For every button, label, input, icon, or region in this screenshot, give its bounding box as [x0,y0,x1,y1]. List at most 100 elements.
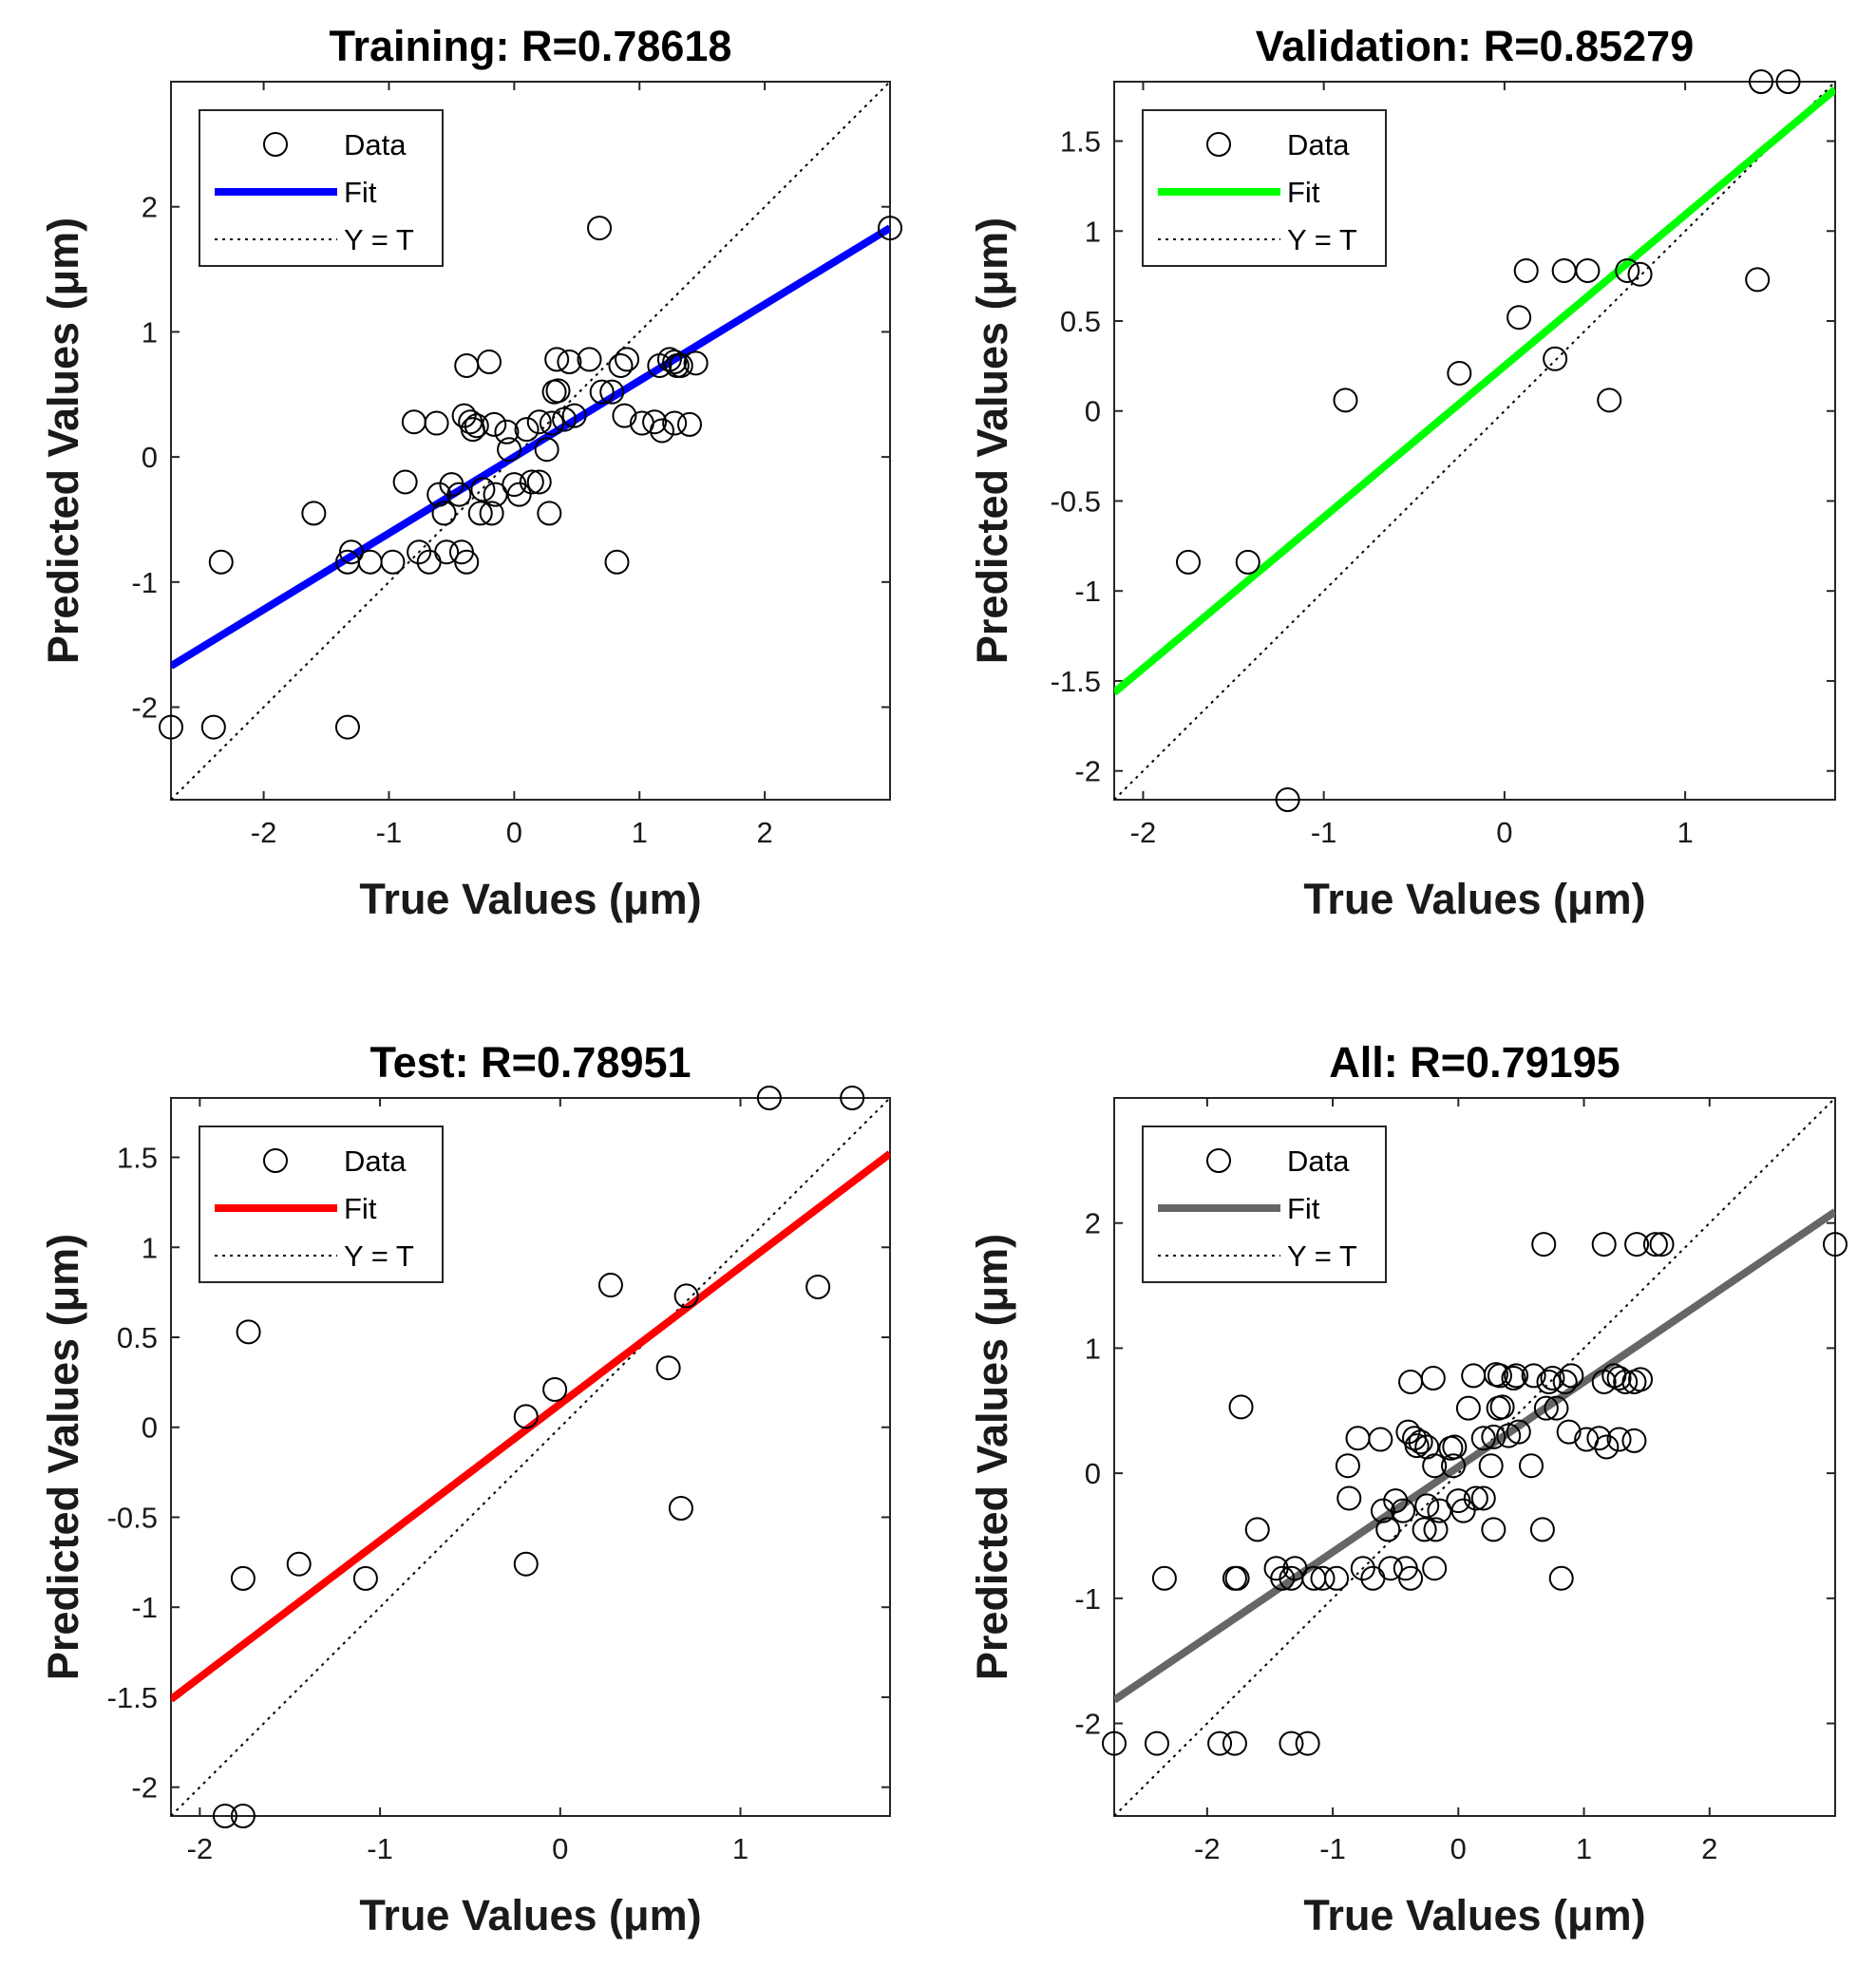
data-point [526,409,552,435]
data-point [544,347,570,372]
data-point [1501,1366,1526,1391]
data-point [467,501,493,526]
x-tick-label: -1 [1319,1832,1346,1865]
x-tick-label: 1 [632,816,648,849]
panel-0: -2 -1 0 1 2 -2 -1 0 1 2 Training: R=0.78618 True Va… [39,22,902,923]
plot-area [1114,1098,1835,1816]
data-point [1427,1498,1452,1523]
panel-3: -2 -1 0 1 2 -2 -1 0 1 2 All: R=0.79195 True Values … [968,1038,1848,1939]
data-point [608,352,634,378]
panel-2: -2 -1 0 1 -2 -1.5 -1 -0.5 0 0.5 1 1.5 Test: R=0.7895… [39,1038,891,1939]
data-point [1295,1731,1320,1756]
y-axis-label: Predicted Values (μm) [39,1234,87,1680]
data-point [482,411,507,437]
data-point [1506,305,1532,331]
x-tick-label: -2 [251,816,277,849]
data-point [1749,69,1774,94]
legend-identity-label: Y = T [344,1239,414,1273]
data-point [1423,1517,1449,1542]
data-point [230,1804,256,1828]
data-point [506,482,532,507]
data-point [1447,360,1472,386]
y-tick-label: 1 [142,315,158,349]
y-tick-label: 0 [1085,1457,1101,1490]
y-tick-label: -1 [1074,575,1101,608]
data-point [236,1319,261,1345]
data-point [1529,1517,1555,1542]
data-point [1775,69,1801,94]
data-point [334,714,360,740]
data-point [483,482,508,507]
y-tick-label: 1 [1085,215,1101,248]
fit-line [171,224,890,670]
y-tick-label: -1.5 [1051,665,1101,698]
data-point [1548,1565,1574,1591]
x-tick-label: -1 [1311,816,1337,849]
chart-title: Training: R=0.78618 [330,22,732,70]
data-point [668,352,693,378]
data-point [1591,1232,1617,1258]
identity-line [1114,82,1835,800]
data-point [454,549,480,575]
data-point [1586,1426,1612,1451]
data-point [1350,1556,1375,1581]
data-point [577,347,602,372]
x-tick-label: 1 [732,1832,749,1865]
y-tick-label: 1 [1085,1332,1101,1365]
data-point [642,409,668,435]
x-axis-label: True Values (μm) [359,1891,701,1939]
data-point [407,539,432,565]
y-axis-label: Predicted Values (μm) [39,218,87,664]
legend: Data Fit Y = T [1142,1125,1387,1283]
data-point [1478,1453,1504,1479]
y-tick-label: -2 [1074,1708,1101,1741]
data-point [1536,1369,1562,1394]
data-point [668,1496,693,1521]
data-point [1102,1731,1127,1756]
data-point [451,403,477,428]
data-point [1244,1517,1270,1542]
legend-data-label: Data [344,128,407,161]
x-tick-label: -2 [187,1832,214,1865]
data-point [683,350,709,376]
data-point [301,501,327,526]
y-tick-label: -0.5 [107,1501,158,1534]
y-tick-label: -1 [131,1591,158,1624]
data-point [230,1565,256,1591]
data-point [1506,1419,1531,1445]
chart-title: Test: R=0.78951 [370,1038,691,1087]
y-tick-label: 1 [142,1231,158,1264]
data-point [597,1273,623,1298]
data-point [552,407,578,432]
data-point [1531,1232,1557,1258]
data-point [612,403,637,428]
data-point [587,216,613,241]
y-tick-label: 0 [142,1411,158,1445]
data-point [1370,1498,1395,1523]
identity-line [171,82,890,800]
data-point [878,216,902,241]
legend: Data Fit Y = T [199,109,444,267]
data-point [479,501,504,526]
data-point [1481,1424,1506,1449]
plot-area [1114,82,1835,800]
x-axis-label: True Values (μm) [359,875,701,923]
data-point [1333,388,1358,413]
data-point [352,1565,378,1591]
data-point [513,1551,539,1577]
data-point [200,714,226,740]
data-point [615,347,640,372]
data-point [649,418,674,444]
data-point [1519,1453,1544,1479]
data-point [494,419,520,444]
plot-area [171,82,890,800]
legend-data-label: Data [344,1144,407,1178]
x-tick-label: -1 [367,1832,393,1865]
data-point [840,1086,865,1110]
y-tick-label: 0.5 [1060,305,1101,338]
data-point [424,410,449,436]
data-point [464,413,489,439]
chart-title: All: R=0.79195 [1329,1038,1620,1087]
data-point [1594,1434,1620,1460]
data-point [431,501,457,526]
